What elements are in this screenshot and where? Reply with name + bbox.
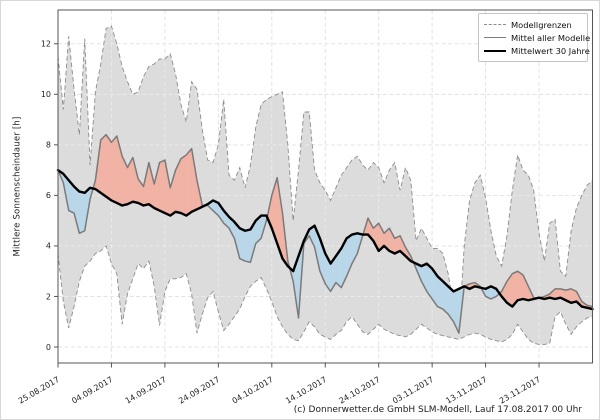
y-tick-label: 10 bbox=[41, 90, 51, 99]
legend-label: Mittel aller Modelle bbox=[511, 32, 591, 43]
legend-entry-model-mean: Mittel aller Modelle bbox=[484, 31, 590, 44]
y-tick-label: 0 bbox=[46, 343, 51, 352]
x-tick-label: 23.11.2017 bbox=[498, 375, 542, 406]
x-tick-label: 04.10.2017 bbox=[231, 375, 275, 406]
dashed-line-icon bbox=[484, 24, 506, 25]
black-line-icon bbox=[484, 49, 506, 52]
y-tick-label: 6 bbox=[46, 191, 51, 200]
model-bounds-lines bbox=[57, 25, 593, 345]
y-tick-label: 8 bbox=[46, 141, 51, 150]
x-tick-label: 24.09.2017 bbox=[177, 375, 221, 406]
legend-label: Mittelwert 30 Jahre bbox=[511, 45, 590, 56]
y-tick-label: 2 bbox=[46, 292, 51, 301]
gray-line-icon bbox=[484, 37, 506, 38]
y-axis-title: Mittlere Sonnenscheindauer [h] bbox=[12, 116, 23, 257]
y-tick-label: 4 bbox=[46, 242, 51, 251]
x-tick-label: 03.11.2017 bbox=[391, 375, 435, 406]
legend-label: Modellgrenzen bbox=[511, 19, 572, 30]
model-mean-line bbox=[57, 133, 593, 334]
legend-box: Modellgrenzen Mittel aller Modelle Mitte… bbox=[478, 13, 590, 62]
x-tick-label: 25.08.2017 bbox=[17, 375, 61, 406]
x-tick-label: 14.09.2017 bbox=[124, 375, 168, 406]
copyright-credit: (c) Donnerwetter.de GmbH SLM-Modell, Lau… bbox=[293, 405, 582, 415]
model-envelope-area bbox=[58, 26, 593, 345]
x-tick-label: 04.09.2017 bbox=[70, 375, 114, 406]
legend-entry-model-bounds: Modellgrenzen bbox=[484, 18, 581, 31]
y-tick-label: 12 bbox=[41, 40, 51, 49]
legend-entry-climatology: Mittelwert 30 Jahre bbox=[484, 44, 590, 57]
climatology-mean-line bbox=[56, 168, 594, 311]
x-tick-label: 13.11.2017 bbox=[444, 375, 488, 406]
x-tick-label: 14.10.2017 bbox=[284, 375, 328, 406]
envelope-lower-bound-line bbox=[57, 245, 593, 345]
x-tick-label: 24.10.2017 bbox=[338, 375, 382, 406]
